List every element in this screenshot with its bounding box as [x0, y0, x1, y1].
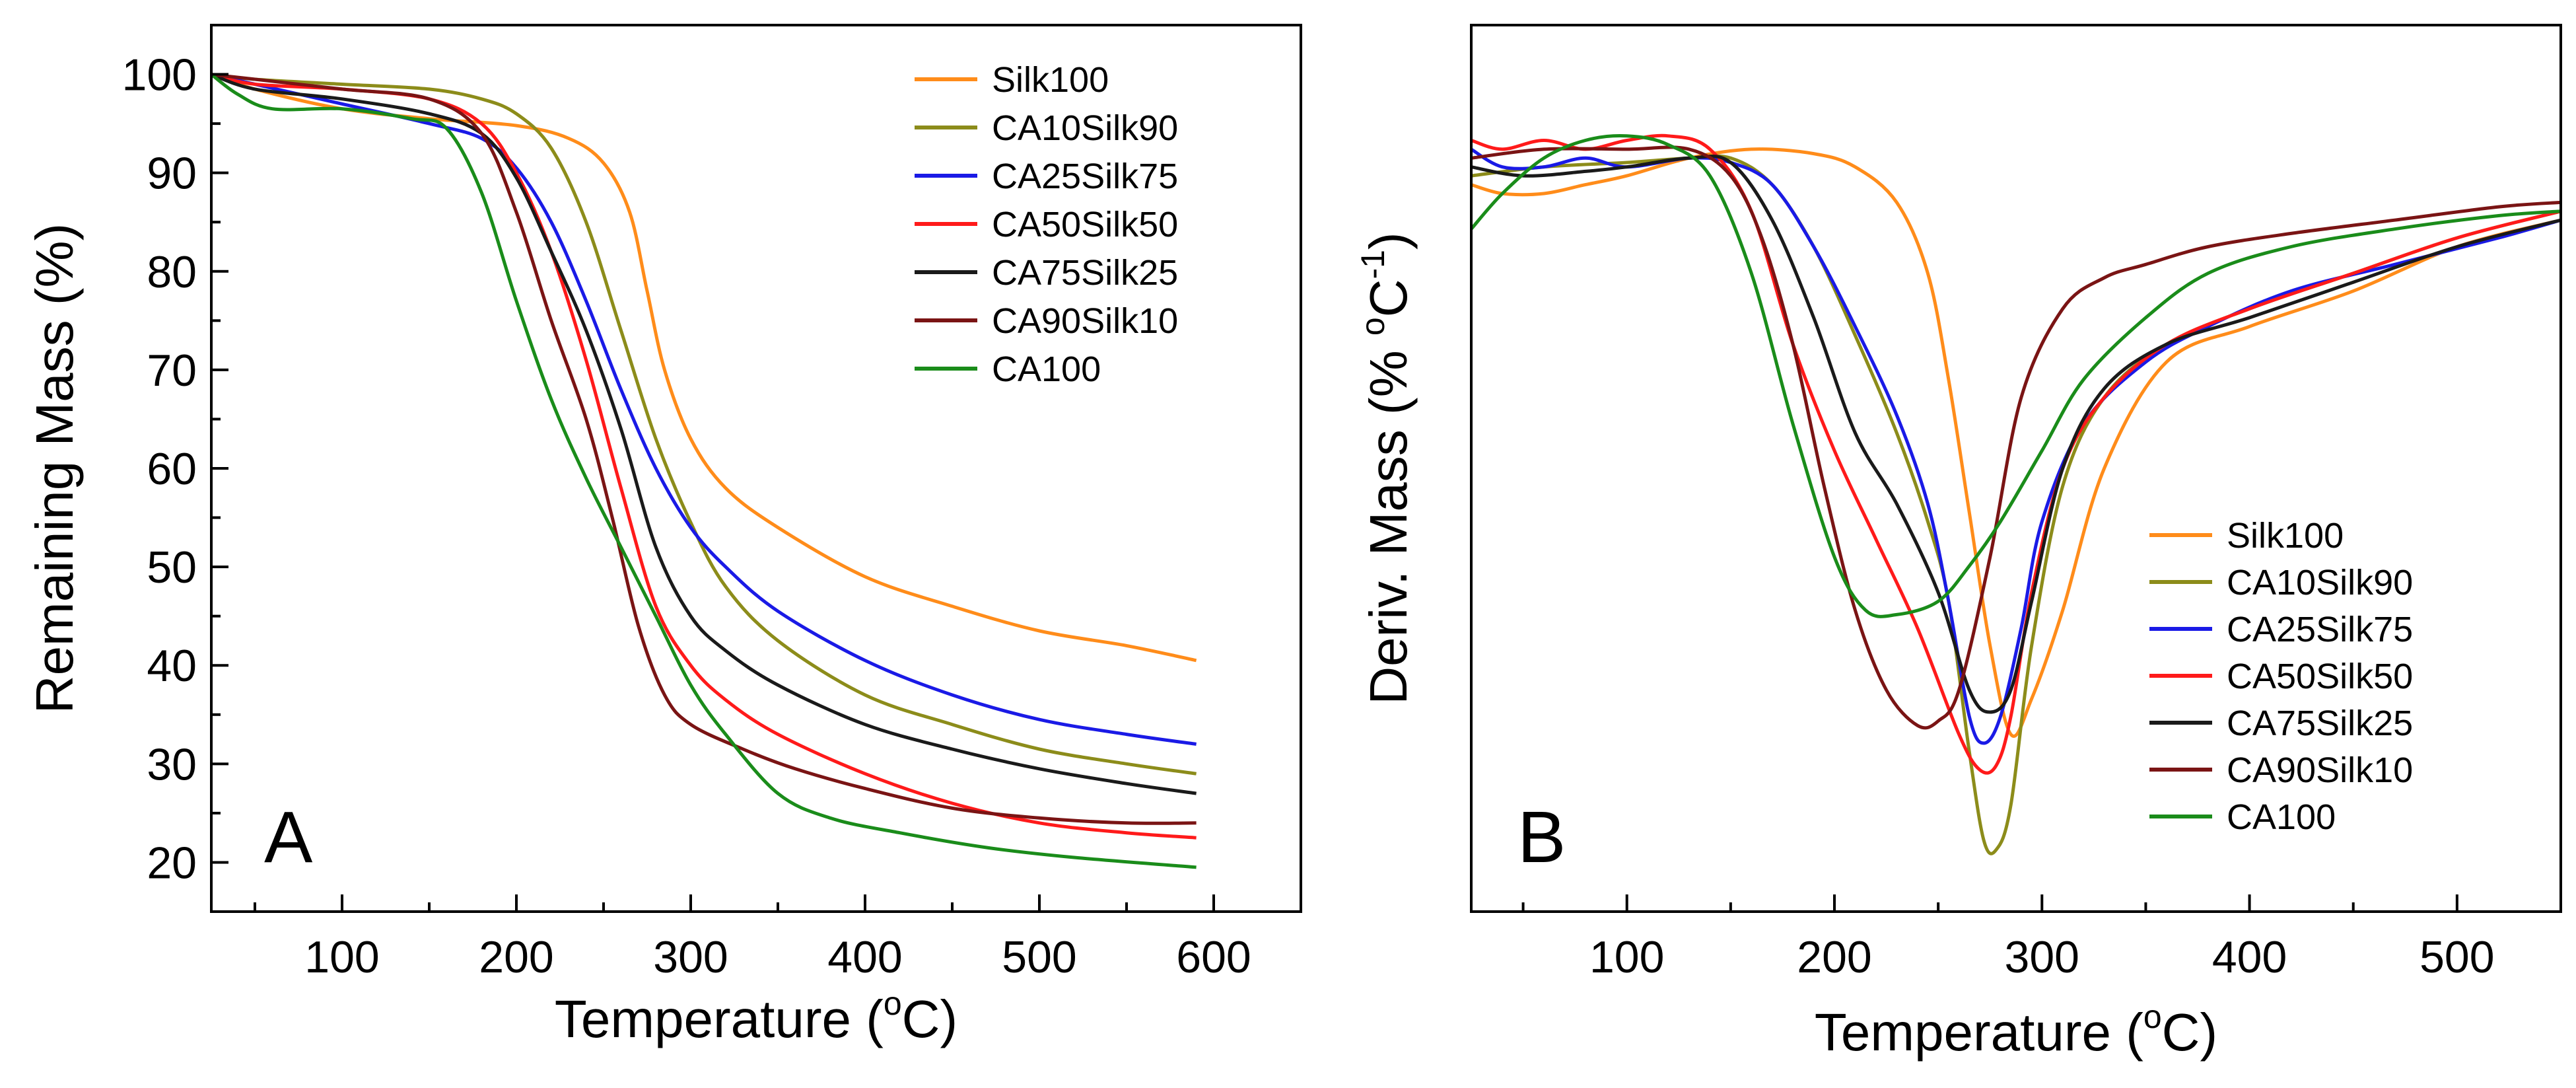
panel-a-legend-label-ca50silk50: CA50Silk50: [992, 205, 1178, 244]
panel-b-series-line-ca50silk50: [1471, 133, 2561, 775]
panel-b-legend-label-ca10silk90: CA10Silk90: [2227, 563, 2413, 602]
panel-a-y-tick-label: 40: [147, 641, 197, 691]
panel-b-x-tick-label: 400: [2212, 932, 2287, 982]
panel-b-series-line-ca90silk10: [1471, 145, 2561, 730]
panel-b-x-tick-label: 200: [1797, 932, 1871, 982]
panel-a-y-tick-label: 30: [147, 739, 197, 789]
panel-a-y-tick-label: 20: [147, 838, 197, 888]
panel-b-legend: Silk100 CA10Silk90 CA25Silk75 CA50Silk50 CA7…: [2149, 516, 2413, 837]
panel-b-series: [1470, 133, 2561, 855]
panel-a-legend-label-silk100: Silk100: [992, 60, 1109, 100]
panel-b-series-line-ca25silk75: [1470, 147, 2561, 745]
panel-a-y-tick-label: 90: [147, 149, 197, 199]
panel-a-axis-ticks: 100 200 300 400 500 600 20 30 40 50 60 70 80 90 100: [122, 24, 1302, 982]
panel-b-legend-label-ca50silk50: CA50Silk50: [2227, 657, 2413, 696]
panel-b-legend-label-ca25silk75: CA25Silk75: [2227, 610, 2413, 649]
panel-b-label: B: [1517, 797, 1566, 878]
panel-a-y-tick-label: 50: [147, 542, 197, 593]
panel-b-series-line-ca100: [1470, 134, 2561, 618]
panel-a-x-axis-label: Temperature (oC): [555, 985, 957, 1048]
panel-a-y-tick-label: 60: [147, 444, 197, 494]
panel-a-label: A: [264, 797, 313, 878]
panel-a-legend-label-ca75silk25: CA75Silk25: [992, 253, 1178, 293]
panel-a-legend-label-ca25silk75: CA25Silk75: [992, 157, 1178, 196]
panel-b-chart: 100 200 300 400 500 Silk100 CA10Silk90 CA25Sil…: [1354, 24, 2562, 1062]
panel-a-x-tick-label: 600: [1176, 932, 1251, 982]
panel-a-x-tick-label: 300: [653, 932, 728, 982]
panel-b-x-tick-label: 500: [2419, 932, 2494, 982]
panel-b-plot-frame: [1470, 24, 2562, 913]
panel-a-legend: Silk100 CA10Silk90 CA25Silk75 CA50Silk50 CA7…: [915, 60, 1178, 389]
panel-b-axis-ticks: 100 200 300 400 500: [1521, 894, 2562, 982]
panel-a-legend-label-ca90silk10: CA90Silk10: [992, 301, 1178, 341]
panel-a-series-line-ca10silk90: [211, 73, 1197, 776]
panel-a-y-tick-label: 70: [147, 345, 197, 396]
panel-a-x-tick-label: 100: [304, 932, 379, 982]
panel-a-y-axis-label: Remaining Mass (%): [25, 223, 84, 713]
panel-a-legend-label-ca100: CA100: [992, 349, 1101, 389]
panel-a-series-line-ca75silk25: [211, 73, 1197, 795]
panel-b-legend-label-silk100: Silk100: [2227, 516, 2344, 556]
panel-b-series-line-ca10silk90: [1471, 154, 2561, 855]
panel-a-y-tick-label: 80: [147, 247, 197, 297]
panel-a-series-line-silk100: [211, 73, 1197, 663]
panel-b-x-tick-label: 100: [1589, 932, 1664, 982]
panel-b-legend-label-ca100: CA100: [2227, 797, 2336, 837]
panel-b-x-axis-label: Temperature (oC): [1815, 998, 2217, 1062]
panel-b-legend-label-ca90silk10: CA90Silk10: [2227, 750, 2413, 790]
panel-a-series-line-ca90silk10: [211, 73, 1197, 825]
panel-a-series-line-ca25silk75: [211, 73, 1197, 746]
panel-b-y-axis-label: Deriv. Mass (% oC-1): [1354, 232, 1418, 704]
panel-a-x-tick-label: 200: [479, 932, 553, 982]
panel-b-x-tick-label: 300: [2005, 932, 2079, 982]
panel-a-chart: 100 200 300 400 500 600 20 30 40 50 60 70 80 90 100 Si…: [25, 24, 1302, 1048]
panel-a-x-tick-label: 400: [827, 932, 902, 982]
panel-b-legend-label-ca75silk25: CA75Silk25: [2227, 704, 2413, 743]
panel-a-x-tick-label: 500: [1002, 932, 1076, 982]
panel-a-legend-label-ca10silk90: CA10Silk90: [992, 108, 1178, 148]
panel-a-y-tick-label: 100: [122, 50, 197, 100]
panel-a-series: [210, 73, 1197, 869]
panel-a-series-line-ca100: [210, 73, 1197, 869]
panel-b-series-line-silk100: [1471, 147, 2561, 738]
